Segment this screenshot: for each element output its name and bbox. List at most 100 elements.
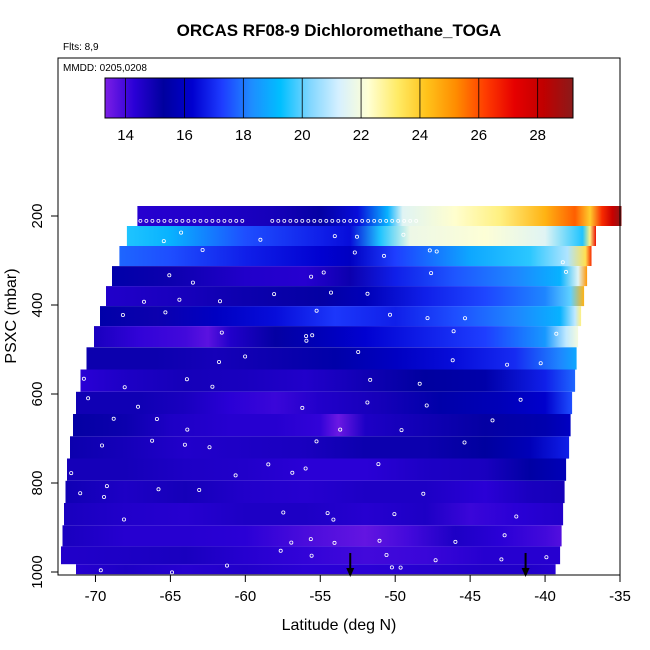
sample-point <box>342 218 347 223</box>
sample-point <box>78 491 83 496</box>
sample-point <box>332 540 337 545</box>
sample-point <box>290 470 295 475</box>
sample-point <box>336 218 341 223</box>
sample-point <box>144 218 149 223</box>
sample-point <box>518 397 523 402</box>
sample-point <box>156 218 161 223</box>
sample-point <box>294 218 299 223</box>
sample-point <box>365 291 370 296</box>
sample-point <box>377 538 382 543</box>
sample-point <box>163 310 168 315</box>
x-tick-label: -50 <box>384 588 406 605</box>
sample-point <box>338 427 343 432</box>
sample-point <box>243 354 248 359</box>
heatmap-band <box>106 286 585 307</box>
sample-point <box>167 273 172 278</box>
sample-point <box>102 494 107 499</box>
sample-point <box>451 329 456 334</box>
sample-point <box>490 418 495 423</box>
sample-point <box>324 218 329 223</box>
sample-point <box>289 540 294 545</box>
y-axis: 200 400 600 800 1000 <box>29 203 59 589</box>
sample-point <box>281 510 286 515</box>
y-tick-label: 800 <box>29 470 46 495</box>
sample-point <box>216 359 221 364</box>
sample-point <box>396 218 401 223</box>
sample-point <box>122 517 127 522</box>
sample-point <box>154 416 159 421</box>
heatmap-band <box>65 480 565 504</box>
sample-point <box>502 533 507 538</box>
sample-point <box>210 384 215 389</box>
sample-point <box>224 563 229 568</box>
sample-point <box>240 218 245 223</box>
x-tick-label: -70 <box>85 588 107 605</box>
sample-point <box>310 333 315 338</box>
sample-point <box>434 249 439 254</box>
sample-point <box>135 404 140 409</box>
sample-point <box>98 568 103 573</box>
sample-point <box>378 218 383 223</box>
sample-point <box>141 299 146 304</box>
colorbar-tick-label: 22 <box>353 127 370 144</box>
sample-point <box>425 316 430 321</box>
sample-point <box>354 218 359 223</box>
sample-point <box>309 274 314 279</box>
heatmap-band <box>86 347 577 370</box>
sample-point <box>308 537 313 542</box>
sample-point <box>360 218 365 223</box>
heatmap-band <box>67 458 567 481</box>
sample-point <box>321 270 326 275</box>
sample-point <box>424 403 429 408</box>
sample-point <box>150 438 155 443</box>
sample-point <box>161 239 166 244</box>
sample-point <box>544 555 549 560</box>
sample-point <box>318 218 323 223</box>
sample-point <box>184 377 189 382</box>
sample-point <box>414 218 419 223</box>
sample-point <box>270 218 275 223</box>
sample-point <box>234 218 239 223</box>
sample-point <box>402 218 407 223</box>
heatmap-band <box>61 546 561 565</box>
sample-point <box>111 416 116 421</box>
sample-point <box>186 218 191 223</box>
sample-point <box>365 400 370 405</box>
sample-point <box>505 362 510 367</box>
colorbar-tick-label: 26 <box>470 127 487 144</box>
sample-point <box>401 232 406 237</box>
colorbar-tick-label: 24 <box>412 127 429 144</box>
sample-point <box>462 316 467 321</box>
chart-title: ORCAS RF08-9 Dichloromethane_TOGA <box>177 21 502 40</box>
sample-point <box>204 218 209 223</box>
arrow-head <box>521 568 530 577</box>
heatmap-band <box>73 414 571 437</box>
sample-point <box>216 218 221 223</box>
sample-point <box>69 471 74 476</box>
sample-point <box>86 396 91 401</box>
heatmap-band <box>100 306 582 327</box>
sample-point <box>282 218 287 223</box>
y-tick-label: 1000 <box>29 555 46 588</box>
sample-point <box>297 576 302 581</box>
sample-point <box>278 548 283 553</box>
sample-point <box>421 491 426 496</box>
sample-point <box>450 358 455 363</box>
heatmap-layer <box>61 206 622 575</box>
colorbar-gradient <box>104 77 574 119</box>
sample-point <box>392 512 397 517</box>
sample-point <box>174 218 179 223</box>
sample-point <box>514 514 519 519</box>
sample-point <box>150 218 155 223</box>
heatmap-band <box>94 326 579 348</box>
sample-point <box>162 218 167 223</box>
heatmap-band <box>112 266 588 287</box>
sample-point <box>376 462 381 467</box>
sample-point <box>331 517 336 522</box>
sample-point <box>462 440 467 445</box>
heatmap-band <box>76 391 573 415</box>
sample-point <box>122 385 127 390</box>
sample-point <box>453 539 458 544</box>
sample-point <box>554 331 559 336</box>
sample-point <box>389 565 394 570</box>
